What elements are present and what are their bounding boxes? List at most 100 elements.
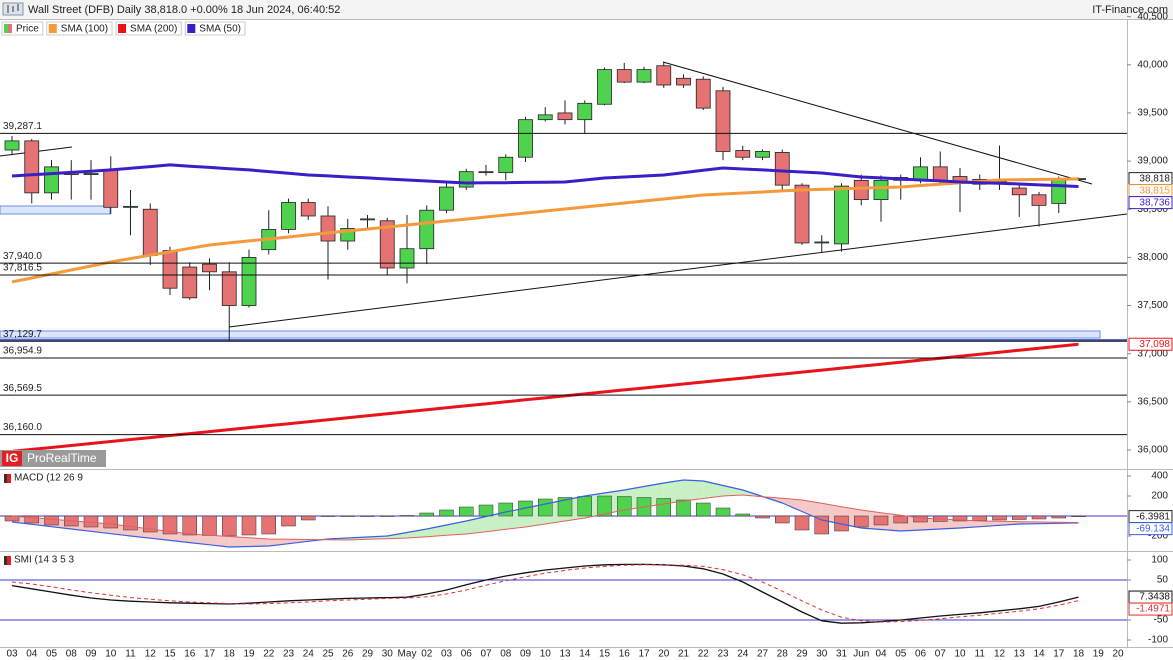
- zone: [0, 330, 1101, 339]
- histogram-bar: [715, 507, 731, 517]
- histogram-bar: [913, 515, 928, 523]
- histogram-bar: [735, 513, 750, 517]
- histogram-bar: [656, 498, 671, 517]
- legend-swatch: [118, 24, 127, 33]
- candle-body: [774, 152, 790, 186]
- series-line: [11, 479, 1079, 548]
- histogram-bar: [340, 515, 355, 517]
- macd-fill: [189, 534, 210, 545]
- histogram-bar: [281, 515, 296, 527]
- candle-body: [44, 166, 59, 194]
- x-tick-label: 17: [638, 649, 650, 660]
- candle-body: [932, 166, 948, 182]
- candle-body: [300, 202, 316, 217]
- histogram-bar: [1051, 515, 1066, 519]
- candle-body: [379, 220, 395, 269]
- level-label: 36,569.5: [3, 383, 42, 394]
- x-tick-label: 19: [243, 649, 255, 660]
- legend-swatch: [8, 24, 12, 33]
- candle-body: [695, 78, 711, 109]
- macd-fill: [426, 525, 447, 537]
- candle-body: [458, 171, 474, 188]
- macd-fill: [387, 532, 407, 539]
- y-tick-label: 39,500: [1137, 108, 1168, 119]
- histogram-bar: [992, 515, 1007, 521]
- candle-body: [281, 202, 296, 230]
- histogram-bar: [123, 515, 138, 531]
- histogram-bar: [478, 504, 494, 517]
- y-tick-label: -100: [1148, 635, 1168, 646]
- panel-icon: [7, 556, 11, 565]
- last-value-label: -1.4971: [1136, 604, 1170, 615]
- candle-body: [1051, 178, 1067, 204]
- macd-fill: [486, 512, 506, 532]
- histogram-bar: [1071, 515, 1086, 517]
- candle-body: [439, 186, 454, 211]
- y-tick-label: 37,000: [1137, 348, 1168, 359]
- histogram-bar: [24, 515, 39, 524]
- candle-body: [794, 184, 810, 244]
- watermark-bg: [0, 450, 106, 467]
- zone: [0, 205, 111, 215]
- x-tick-label: 23: [717, 649, 729, 660]
- source: IT-Finance.com: [1092, 4, 1168, 16]
- y-tick-label: 50: [1157, 575, 1169, 586]
- x-tick-label: 25: [322, 649, 334, 660]
- candle-body: [83, 173, 99, 176]
- histogram-bar: [1012, 515, 1027, 520]
- candle-body: [814, 241, 830, 244]
- y-tick-label: 40,500: [1137, 11, 1168, 22]
- x-tick-label: May: [398, 649, 417, 660]
- candle-body: [320, 215, 336, 242]
- x-tick-label: 18: [224, 649, 236, 660]
- histogram-bar: [419, 512, 434, 517]
- x-tick-label: 21: [678, 649, 690, 660]
- last-value-label: 38,815: [1139, 185, 1170, 196]
- candle-body: [182, 266, 198, 299]
- series-line: [11, 563, 1079, 624]
- histogram-bar: [83, 515, 99, 528]
- candle-body: [202, 263, 217, 273]
- header-bar: [0, 0, 1173, 19]
- x-tick-label: 11: [125, 649, 136, 660]
- last-value-label: 38,736: [1139, 197, 1170, 208]
- last-value-tag: [1128, 602, 1173, 616]
- last-value-label: -6.3981: [1136, 511, 1170, 522]
- histogram-bar: [202, 515, 217, 536]
- candle-body: [360, 218, 375, 221]
- histogram-bar: [261, 515, 276, 535]
- watermark-logo-bg: [2, 451, 22, 466]
- candle-body: [1011, 187, 1027, 196]
- level-label: 39,287.1: [3, 121, 42, 132]
- x-tick-label: 02: [421, 649, 433, 660]
- macd-fill: [782, 498, 802, 512]
- candle-body: [616, 69, 632, 83]
- macd-fill: [802, 500, 822, 520]
- histogram-bar: [794, 515, 810, 531]
- x-tick-label: 12: [994, 649, 1006, 660]
- last-value-tag: [1128, 196, 1173, 210]
- x-tick-label: 20: [658, 649, 670, 660]
- x-tick-label: 10: [954, 649, 966, 660]
- y-tick-label: 38,500: [1137, 204, 1168, 215]
- histogram-bar: [498, 502, 513, 517]
- y-tick-label: -200: [1148, 531, 1168, 542]
- y-tick-label: 37,500: [1137, 300, 1168, 311]
- level-label: 36,160.0: [3, 422, 42, 433]
- x-tick-label: 05: [895, 649, 907, 660]
- candle-body: [577, 102, 593, 121]
- header-icon: [2, 2, 24, 16]
- x-tick-label: 29: [796, 649, 808, 660]
- histogram-bar: [755, 515, 770, 519]
- macd-fill: [407, 529, 427, 538]
- histogram-bar: [222, 515, 237, 537]
- candle-body: [24, 140, 40, 194]
- watermark: IG ProRealTime: [0, 450, 106, 467]
- candle-body: [498, 156, 514, 174]
- x-tick-label: 13: [559, 649, 571, 660]
- x-tick-label: 26: [342, 649, 354, 660]
- x-tick-label: 14: [579, 649, 591, 660]
- series-line: [11, 342, 1079, 453]
- macd-fill: [960, 520, 980, 528]
- candle-body: [419, 209, 435, 250]
